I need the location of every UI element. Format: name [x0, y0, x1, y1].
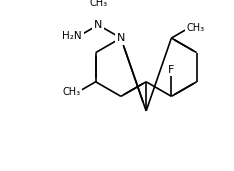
Text: H₂N: H₂N [62, 31, 82, 41]
Text: CH₃: CH₃ [89, 0, 107, 8]
Text: N: N [94, 20, 102, 30]
Text: CH₃: CH₃ [62, 87, 80, 96]
Text: N: N [117, 33, 125, 43]
Text: CH₃: CH₃ [186, 23, 205, 33]
Text: F: F [168, 65, 175, 75]
